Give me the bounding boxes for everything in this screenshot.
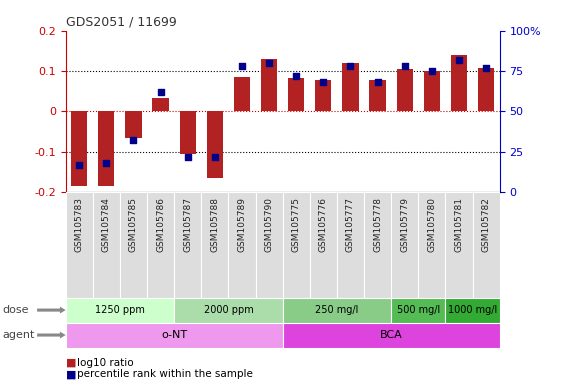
- Text: dose: dose: [3, 305, 29, 315]
- Bar: [147, 192, 174, 298]
- Text: GSM105781: GSM105781: [455, 197, 464, 252]
- Bar: [261, 59, 278, 111]
- Text: percentile rank within the sample: percentile rank within the sample: [77, 369, 253, 379]
- Point: [156, 89, 165, 95]
- Bar: [66, 192, 93, 298]
- Text: ■: ■: [66, 358, 76, 368]
- Text: o-NT: o-NT: [161, 330, 187, 340]
- Bar: [451, 55, 467, 111]
- Text: GSM105779: GSM105779: [400, 197, 409, 252]
- Text: GSM105784: GSM105784: [102, 197, 111, 252]
- Bar: [478, 68, 494, 111]
- Text: 2000 ppm: 2000 ppm: [203, 305, 254, 315]
- Bar: [179, 111, 196, 154]
- Point: [129, 137, 138, 144]
- Bar: [288, 78, 304, 111]
- Bar: [424, 71, 440, 111]
- Text: GSM105789: GSM105789: [238, 197, 247, 252]
- Bar: [152, 98, 169, 111]
- Bar: [202, 192, 228, 298]
- Text: 250 mg/l: 250 mg/l: [315, 305, 359, 315]
- Text: GSM105787: GSM105787: [183, 197, 192, 252]
- Point: [400, 63, 409, 69]
- Bar: [174, 298, 283, 323]
- Point: [427, 68, 436, 74]
- Text: GSM105780: GSM105780: [427, 197, 436, 252]
- Text: GSM105788: GSM105788: [210, 197, 219, 252]
- Text: GDS2051 / 11699: GDS2051 / 11699: [66, 15, 176, 28]
- Text: 1250 ppm: 1250 ppm: [95, 305, 145, 315]
- Text: GSM105790: GSM105790: [264, 197, 274, 252]
- Point: [455, 57, 464, 63]
- Text: log10 ratio: log10 ratio: [77, 358, 134, 368]
- Bar: [418, 192, 445, 298]
- Text: GSM105778: GSM105778: [373, 197, 382, 252]
- Text: GSM105782: GSM105782: [481, 197, 490, 252]
- Point: [481, 65, 490, 71]
- Text: agent: agent: [3, 330, 35, 340]
- Point: [264, 60, 274, 66]
- Bar: [391, 298, 445, 323]
- Text: ■: ■: [66, 369, 76, 379]
- Text: GSM105786: GSM105786: [156, 197, 165, 252]
- Text: GSM105785: GSM105785: [129, 197, 138, 252]
- Point: [75, 162, 84, 168]
- Bar: [120, 192, 147, 298]
- Text: GSM105783: GSM105783: [75, 197, 84, 252]
- Bar: [396, 69, 413, 111]
- Bar: [66, 323, 283, 348]
- Bar: [309, 192, 337, 298]
- Text: 500 mg/l: 500 mg/l: [397, 305, 440, 315]
- Bar: [391, 192, 418, 298]
- Point: [210, 154, 219, 160]
- Bar: [283, 298, 391, 323]
- Bar: [315, 80, 331, 111]
- Bar: [364, 192, 391, 298]
- Point: [102, 160, 111, 166]
- Bar: [174, 192, 202, 298]
- Bar: [473, 192, 500, 298]
- Point: [183, 154, 192, 160]
- Text: BCA: BCA: [380, 330, 403, 340]
- Point: [346, 63, 355, 69]
- Bar: [71, 111, 87, 186]
- Bar: [369, 80, 386, 111]
- Bar: [66, 298, 174, 323]
- Text: GSM105775: GSM105775: [292, 197, 301, 252]
- Bar: [228, 192, 255, 298]
- Point: [292, 73, 301, 79]
- Bar: [126, 111, 142, 137]
- Bar: [207, 111, 223, 178]
- Bar: [445, 298, 500, 323]
- Point: [373, 79, 382, 85]
- Bar: [93, 192, 120, 298]
- Bar: [445, 192, 473, 298]
- Bar: [255, 192, 283, 298]
- Text: GSM105777: GSM105777: [346, 197, 355, 252]
- Bar: [234, 77, 250, 111]
- Point: [238, 63, 247, 69]
- Text: 1000 mg/l: 1000 mg/l: [448, 305, 497, 315]
- Bar: [283, 192, 309, 298]
- Bar: [342, 63, 359, 111]
- Text: GSM105776: GSM105776: [319, 197, 328, 252]
- Bar: [337, 192, 364, 298]
- Bar: [283, 323, 500, 348]
- Bar: [98, 111, 114, 186]
- Point: [319, 79, 328, 85]
